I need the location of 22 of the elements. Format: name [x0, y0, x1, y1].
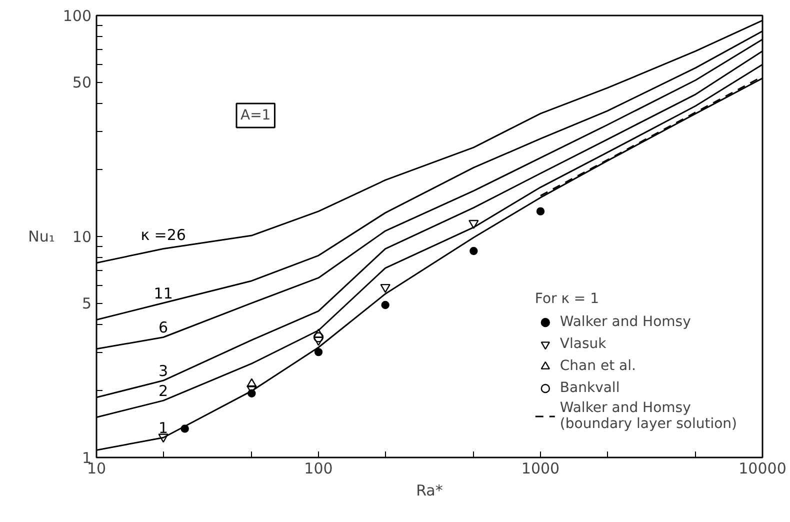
legend-label: Bankvall: [560, 380, 620, 396]
x-axis-title: Ra*: [416, 482, 444, 500]
series-label: 2: [158, 382, 168, 400]
series-label: 1: [158, 418, 168, 437]
series-label: 3: [158, 362, 168, 380]
legend-title: For κ = 1: [534, 291, 600, 307]
series-label: κ =26: [140, 226, 186, 244]
y-tick-label: 50: [72, 74, 92, 92]
y-tick-label: 100: [62, 7, 92, 25]
y-axis-title: Nu₁: [28, 228, 55, 246]
annotation: A=1: [240, 108, 271, 124]
legend-label: Vlasuk: [560, 336, 606, 352]
series-label: 6: [158, 318, 168, 337]
legend-label: Walker and Homsy: [560, 314, 691, 330]
y-tick-label: 10: [72, 228, 92, 246]
legend-label: Chan et al.: [560, 358, 636, 374]
series-label: 11: [154, 284, 173, 302]
legend-label: Walker and Homsy (boundary layer solution): [560, 400, 737, 432]
y-tick-label: 5: [82, 294, 92, 313]
x-tick-label: 10000: [738, 460, 786, 478]
x-tick-label: 100: [304, 460, 333, 478]
x-tick-label: 1000: [521, 460, 560, 478]
